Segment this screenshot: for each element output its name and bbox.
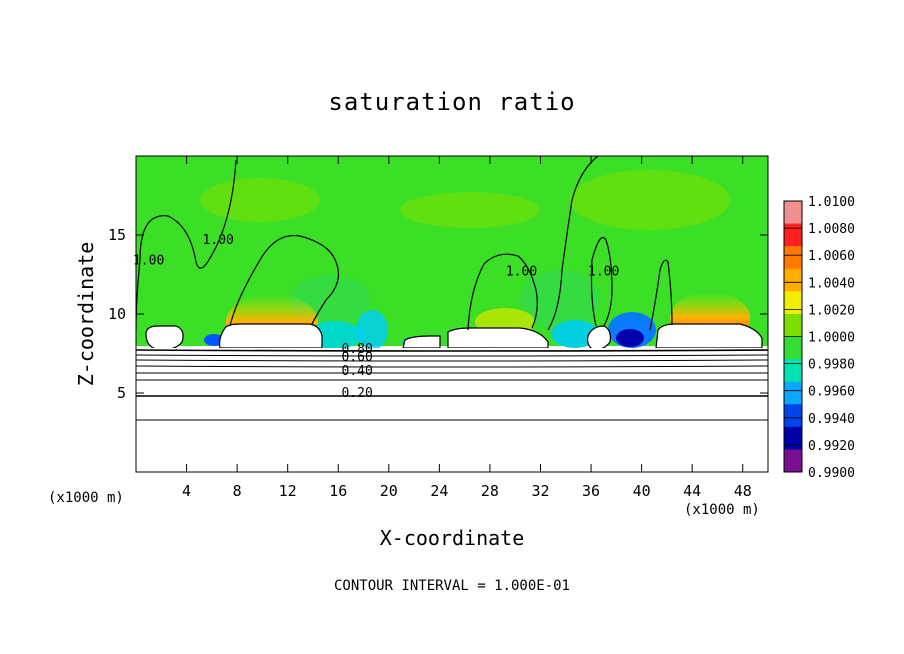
contour-label: 1.00 xyxy=(203,233,234,248)
colorbar-label: 0.9920 xyxy=(808,439,855,454)
colorbar-label: 0.9980 xyxy=(808,358,855,373)
y-axis: 5 10 15 xyxy=(108,226,768,402)
saturation-contours xyxy=(136,156,673,331)
contour-label: 0.80 xyxy=(342,342,373,357)
x-tick-label: 8 xyxy=(233,482,242,500)
colorbar-swatch xyxy=(784,223,802,247)
contour-labels: 1.00 1.00 1.00 1.00 0.800.600.40 0.20 xyxy=(133,233,619,401)
contour-label: 0.60 xyxy=(342,350,373,365)
x-tick-label: 12 xyxy=(279,482,297,500)
colorbar-label: 1.0100 xyxy=(808,195,855,210)
colorbar-label: 0.9940 xyxy=(808,412,855,427)
dry-layer-contours xyxy=(136,349,768,421)
x-axis-label: X-coordinate xyxy=(379,526,525,550)
y-tick-label: 10 xyxy=(108,305,126,323)
colorbar-label: 0.9960 xyxy=(808,385,855,400)
colorbar-swatch xyxy=(784,268,802,292)
y-tick-label: 5 xyxy=(117,384,126,402)
chart-title: saturation ratio xyxy=(328,88,576,116)
contour-label: 1.00 xyxy=(506,265,537,280)
x-axis-unit-left: (x1000 m) xyxy=(48,490,124,506)
cloud-regions xyxy=(145,323,763,351)
x-tick-label: 4 xyxy=(182,482,191,500)
saturation-field-streaks xyxy=(200,170,730,330)
colorbar-label: 1.0040 xyxy=(808,276,855,291)
contour-label: 0.20 xyxy=(342,386,373,401)
colorbar-swatch xyxy=(784,404,802,428)
heatmap-plot-area xyxy=(136,156,768,472)
x-tick-label: 20 xyxy=(380,482,398,500)
colorbar-swatch xyxy=(784,336,802,360)
y-axis-label: Z-coordinate xyxy=(74,241,98,387)
colorbar: 1.0100 1.0080 1.0060 1.0040 1.0020 1.0000 0.99… xyxy=(783,195,855,481)
colorbar-label: 1.0000 xyxy=(808,331,855,346)
subsaturation-region xyxy=(356,310,388,350)
x-tick-label: 16 xyxy=(329,482,347,500)
x-tick-label: 36 xyxy=(582,482,600,500)
colorbar-swatch xyxy=(784,449,802,473)
colorbar-swatch xyxy=(784,246,802,270)
x-tick-label: 44 xyxy=(683,482,701,500)
x-tick-label: 28 xyxy=(481,482,499,500)
colorbar-label: 1.0080 xyxy=(808,222,855,237)
colorbar-label: 1.0020 xyxy=(808,303,855,318)
subsaturation-region xyxy=(551,320,599,348)
x-tick-label: 24 xyxy=(430,482,448,500)
x-tick-label: 48 xyxy=(734,482,752,500)
dry-layer xyxy=(136,348,768,472)
colorbar-swatch xyxy=(784,313,802,337)
x-axis: 4 8 12 16 20 24 28 32 36 40 44 48 xyxy=(182,156,752,500)
colorbar-swatch xyxy=(784,201,802,225)
colorbar-swatch xyxy=(784,291,802,315)
contour-label: 0.40 xyxy=(342,364,373,379)
subsaturation-region xyxy=(616,329,644,347)
colorbar-swatch xyxy=(784,381,802,405)
contour-label: 1.00 xyxy=(588,265,619,280)
y-tick-label: 15 xyxy=(108,226,126,244)
colorbar-label: 1.0060 xyxy=(808,249,855,264)
x-tick-label: 32 xyxy=(531,482,549,500)
x-axis-unit-right: (x1000 m) xyxy=(684,502,760,518)
colorbar-swatch xyxy=(784,426,802,450)
x-tick-label: 40 xyxy=(633,482,651,500)
contour-label: 1.00 xyxy=(133,253,164,268)
colorbar-label: 0.9900 xyxy=(808,466,855,481)
colorbar-swatch xyxy=(784,359,802,383)
contour-interval: CONTOUR INTERVAL = 1.000E-01 xyxy=(333,578,570,594)
